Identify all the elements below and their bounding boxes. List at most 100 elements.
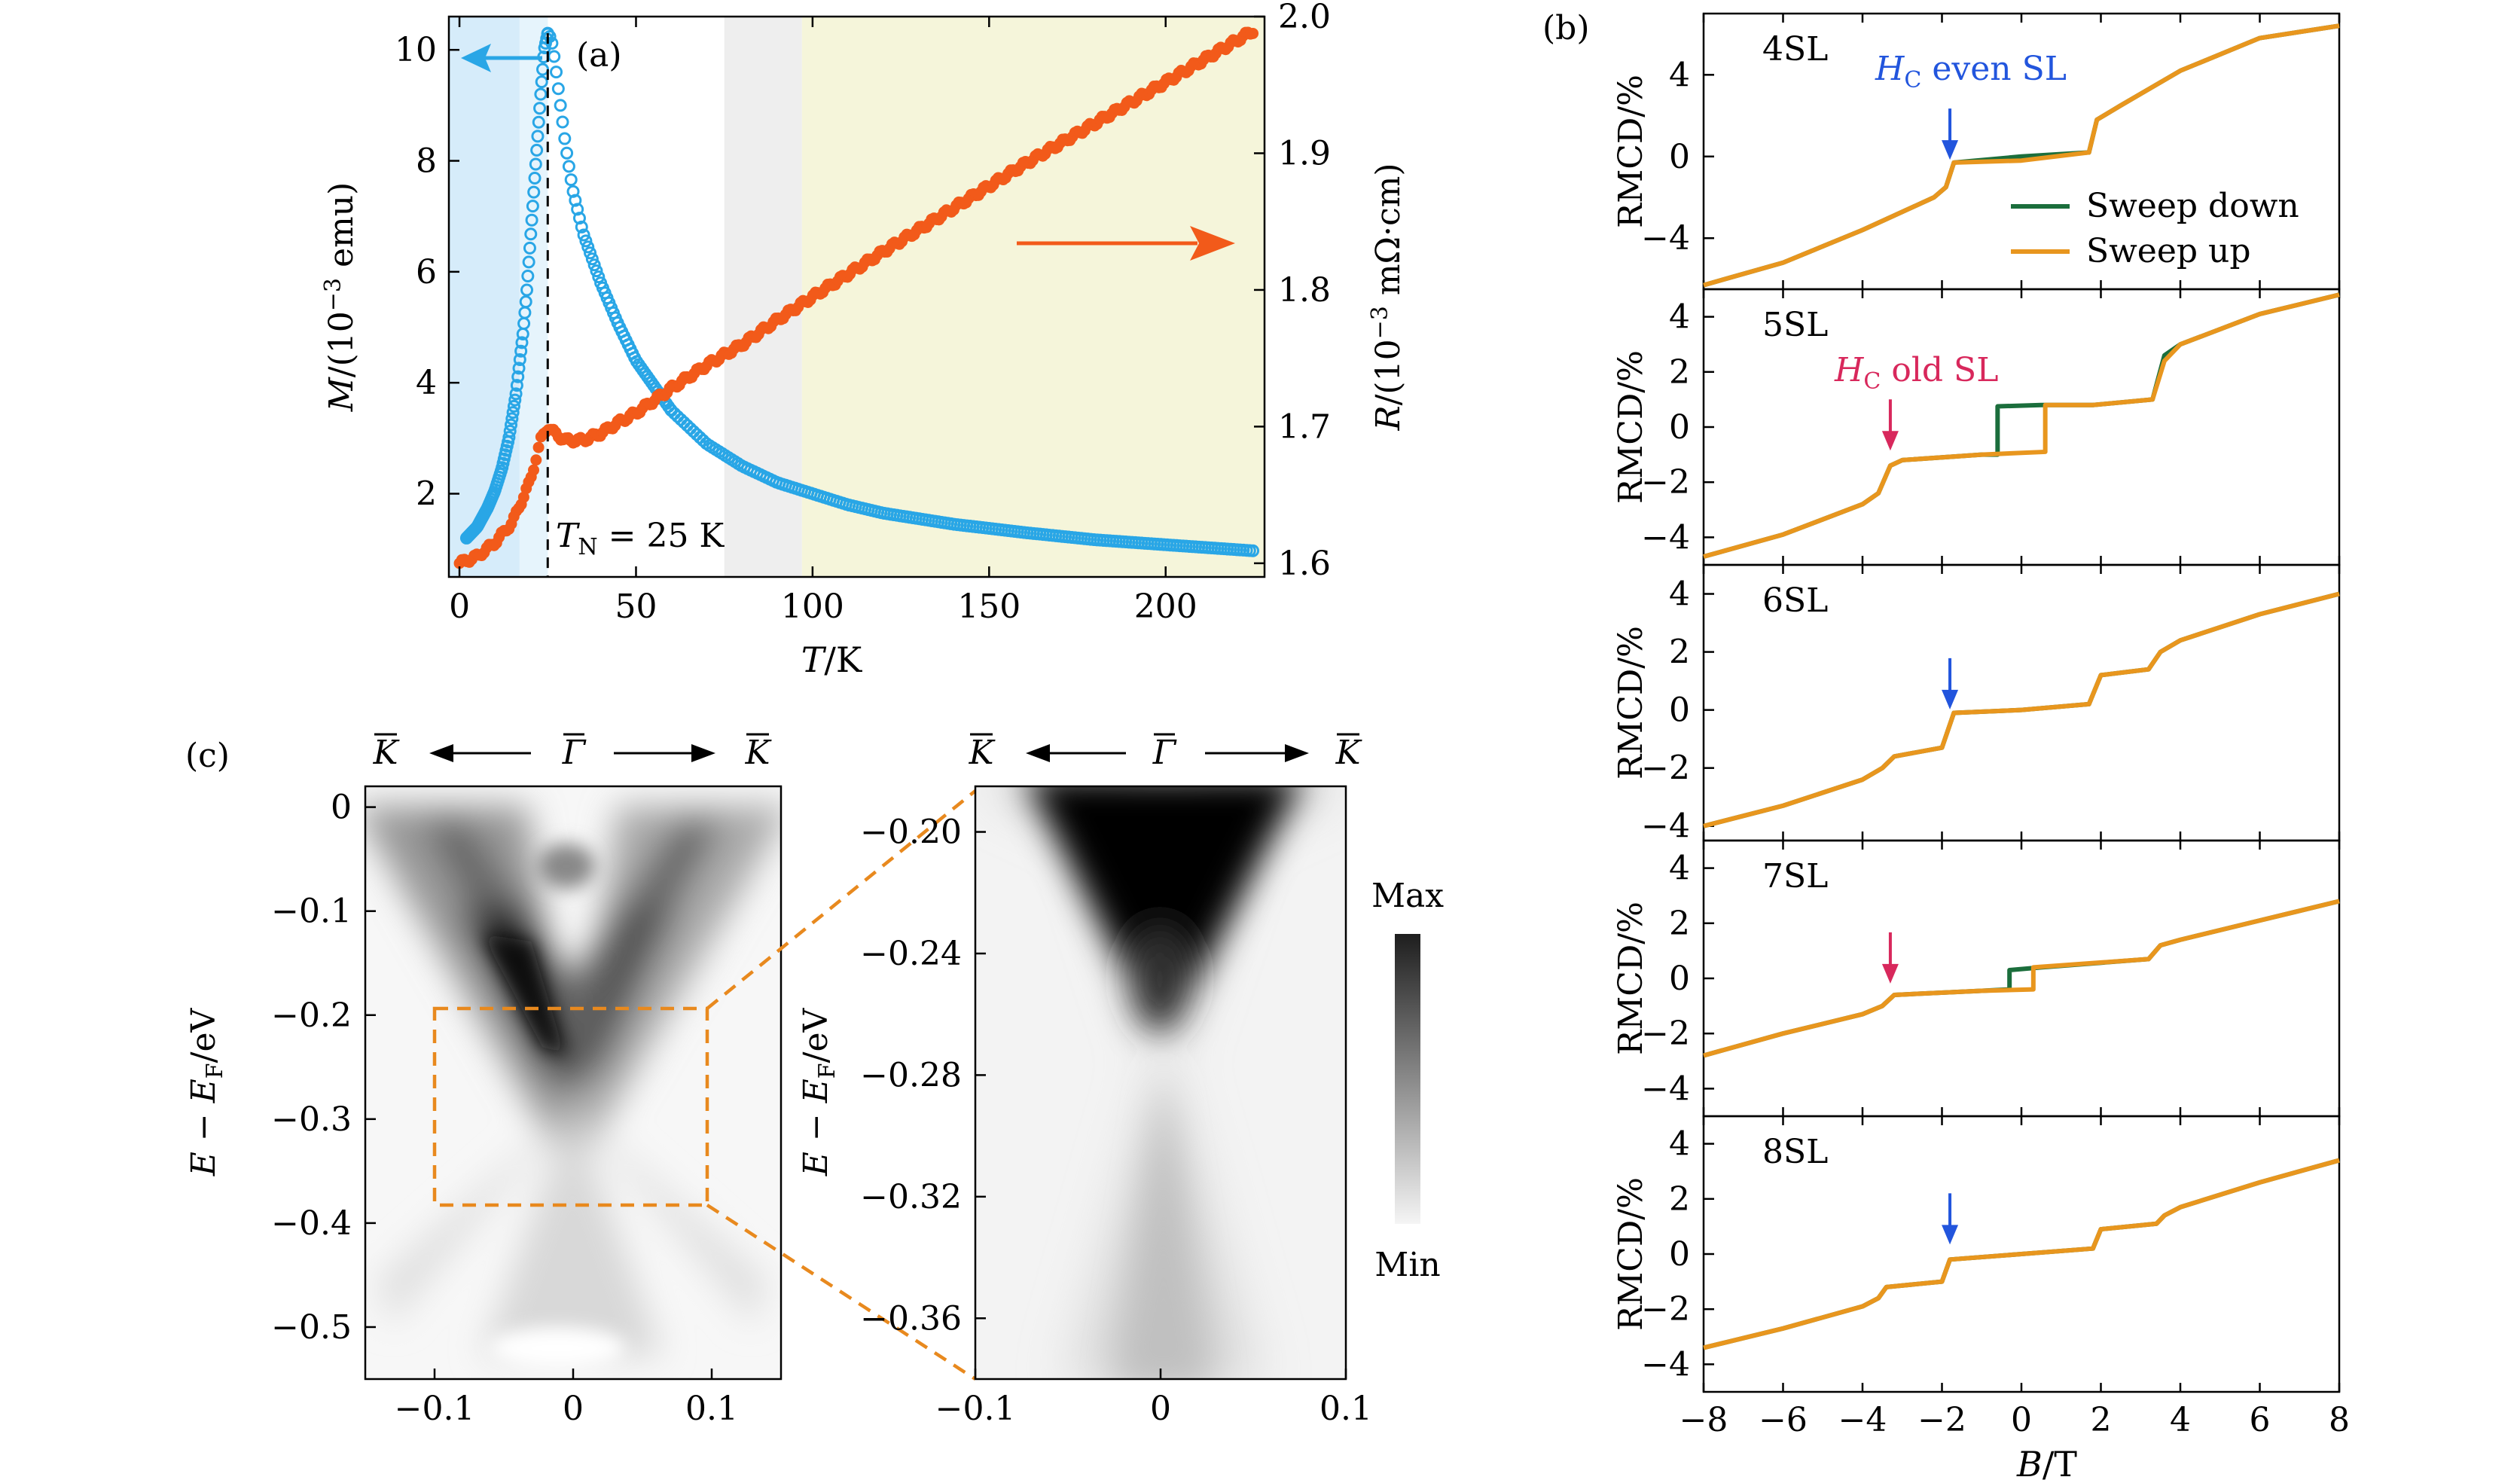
magnetization-point (554, 99, 567, 112)
magnetization-point (526, 200, 539, 213)
subplot-4SL: −4 0 4 4SL RMCD/% (1612, 12, 2341, 291)
legend-b: Sweep down Sweep up (2011, 187, 2299, 270)
x-axis-a: 0 50 100 150 200 (449, 17, 1197, 626)
x-tick-label: 50 (615, 587, 657, 626)
magnetization-point (562, 160, 575, 173)
x-tick-label: 0.1 (685, 1390, 738, 1428)
k-bar-label-2: K (969, 734, 996, 772)
curve-sweep-up (1703, 1158, 2340, 1350)
y-tick-label: −2 (1641, 463, 1690, 502)
magnetization-point (502, 431, 516, 444)
curve-sweep-up (1703, 292, 2340, 559)
legend-label-sweep-down: Sweep down (2086, 187, 2299, 225)
magnetization-point (514, 344, 528, 358)
y-tick-label: 0 (1669, 960, 1690, 998)
y-label-b: RMCD/% (1612, 902, 1650, 1055)
magnetization-point (584, 246, 597, 260)
y-tick-label: −4 (1641, 1070, 1690, 1108)
magnetization-point (564, 173, 578, 187)
subplot-7SL: −4 −2 0 2 4 7SL RMCD/% (1612, 839, 2341, 1118)
series-magnetization (459, 26, 1260, 557)
magnetization-point (592, 270, 606, 284)
y-tick-label: −4 (1641, 518, 1690, 557)
k-bar-label: K (373, 734, 400, 772)
y-label-c-right: E − EF/eV (797, 1007, 841, 1176)
panel-label-c: (c) (185, 737, 230, 775)
tn-annotation: TN = 25 K (556, 517, 725, 560)
colorbar-min-label: Min (1374, 1246, 1440, 1284)
y-tick-label: 8 (416, 142, 437, 181)
y-axis-c-right: −0.20 −0.24 −0.28 −0.32 −0.36 (860, 813, 986, 1338)
y-tick-label-right: 1.9 (1278, 134, 1331, 172)
magnetization-point (510, 379, 523, 392)
y-tick-label: 0 (1669, 408, 1690, 447)
zoom-connector-top (706, 789, 977, 1010)
x-tick-label: 0.1 (1319, 1390, 1372, 1428)
x-tick-label: 0 (449, 587, 470, 626)
x-tick-label: 100 (781, 587, 844, 626)
magnetization-point (513, 353, 526, 367)
x-tick-label: 150 (957, 587, 1021, 626)
y-axis-right-a: 1.6 1.7 1.8 1.9 2.0 (1254, 0, 1331, 583)
x-axis-b: −8 −6 −4 −2 0 2 4 6 8 (1679, 1401, 2350, 1439)
magnetization-point (509, 387, 523, 401)
y-tick-label-right: 1.7 (1278, 407, 1331, 446)
arrow-right-icon (1017, 226, 1235, 261)
y-tick-label: −2 (1641, 1015, 1690, 1053)
magnetization-point (505, 418, 518, 432)
x-tick-label: 0 (2011, 1401, 2032, 1439)
y-tick-label: 6 (416, 253, 437, 291)
y-tick-label: 0 (1669, 138, 1690, 176)
y-tick-label: −0.3 (271, 1100, 352, 1139)
y-tick-label: 2 (416, 475, 437, 514)
y-axis-left-a: 2 4 6 8 10 (395, 31, 459, 514)
y-tick-label: −0.1 (271, 893, 352, 931)
panel-label-b: (b) (1542, 9, 1590, 47)
magnetization-point (585, 252, 599, 266)
magnetization-point (521, 269, 535, 282)
y-tick-label: 4 (1669, 1125, 1690, 1164)
magnetization-point (531, 130, 545, 143)
magnetization-point (523, 241, 536, 255)
resistivity-point (1247, 27, 1259, 39)
k-path-left: K Γ K (373, 733, 772, 772)
y-tick-label: −0.5 (271, 1308, 352, 1347)
arrow-down-icon (1942, 108, 1959, 160)
subplot-label: 6SL (1762, 581, 1828, 620)
y-tick-label: 2 (1669, 905, 1690, 943)
x-label-a: T/K (801, 639, 863, 680)
x-tick-label: 6 (2250, 1401, 2271, 1439)
magnetization-point (524, 227, 538, 241)
y-tick-label: 4 (416, 364, 437, 402)
y-tick-label: 10 (395, 31, 437, 69)
gamma-bar-label-2: Γ (1152, 734, 1177, 772)
magnetization-point (543, 30, 557, 44)
x-tick-label: 4 (2170, 1401, 2191, 1439)
y-axis-c-left: 0 −0.1 −0.2 −0.3 −0.4 −0.5 (271, 789, 376, 1347)
legend-label-sweep-up: Sweep up (2086, 232, 2251, 270)
magnetization-point (525, 213, 538, 227)
arrow-down-icon (1881, 399, 1899, 451)
y-label-b: RMCD/% (1612, 75, 1650, 228)
magnetization-point (575, 220, 588, 233)
x-tick-label: −2 (1917, 1401, 1966, 1439)
y-tick-label: 2 (1669, 633, 1690, 672)
series-resistivity (453, 26, 1259, 569)
x-tick-label: 0 (563, 1390, 584, 1428)
subplot-label: 4SL (1762, 30, 1828, 69)
magnetization-point (532, 115, 545, 129)
arrow-down-icon (1942, 658, 1959, 709)
subplot-label: 7SL (1762, 857, 1828, 896)
y-tick-label: −0.4 (271, 1204, 352, 1243)
y-tick-label: 4 (1669, 850, 1690, 888)
arpes-map-right (975, 786, 1346, 1379)
resistivity-point (530, 454, 542, 466)
x-tick-label: 0 (1150, 1390, 1171, 1428)
zoom-connector-bottom (706, 1204, 977, 1381)
resistivity-point (532, 441, 545, 453)
x-tick-label: −6 (1759, 1401, 1808, 1439)
colorbar (1395, 934, 1420, 1224)
